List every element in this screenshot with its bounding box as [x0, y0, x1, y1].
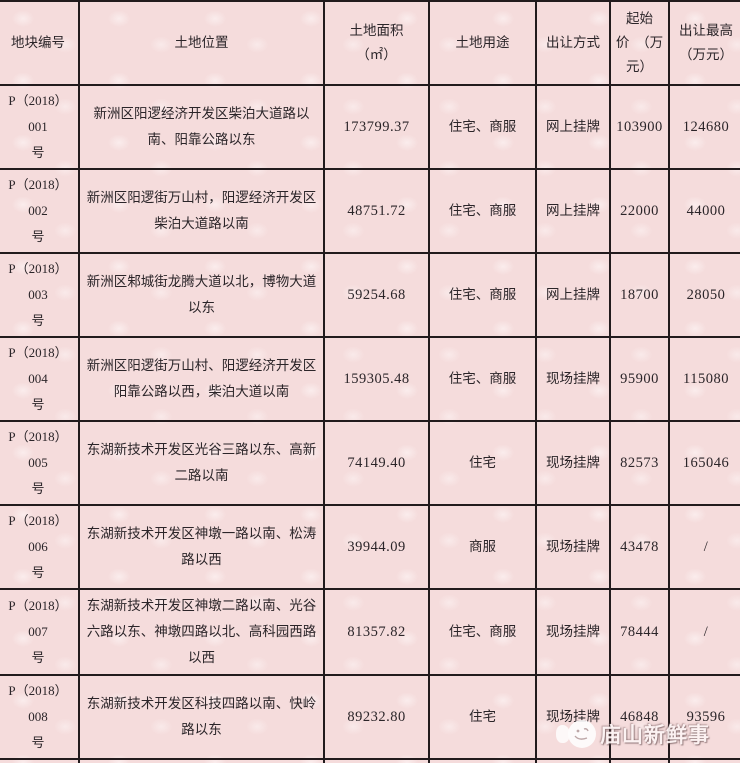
- cell-max-price: 93596: [668, 674, 740, 760]
- cell-area: 39944.09: [323, 504, 430, 590]
- table-row: P（2018）004 号新洲区阳逻街万山村、阳逻经济开发区阳靠公路以西，柴泊大道…: [0, 336, 740, 422]
- cell-start-price: 46848: [609, 674, 670, 760]
- cell-parcel-id: P（2018）004 号: [0, 336, 80, 422]
- header-row: 地块编号 土地位置 土地面积 （㎡） 土地用途 出让方式 起始 价 （万 元） …: [0, 0, 740, 86]
- cell-parcel-id: P（2018）002 号: [0, 168, 80, 254]
- cell-start-price: 78444: [609, 588, 670, 676]
- cell-transfer-method: 网上挂牌: [535, 84, 611, 170]
- column-header-max-price: 出让最高 （万元）: [668, 0, 740, 86]
- cell-max-price: 44000: [668, 168, 740, 254]
- cell-location: 江夏区纸坊街齐心村: [78, 758, 325, 763]
- cell-start-price: 18700: [609, 252, 670, 338]
- cell-area: 159305.48: [323, 336, 430, 422]
- cell-transfer-method: 网上挂牌: [535, 168, 611, 254]
- cell-start-price: 95900: [609, 336, 670, 422]
- table-row: P（2018）002 号新洲区阳逻街万山村，阳逻经济开发区柴泊大道路以南 4875…: [0, 168, 740, 254]
- table-row: P（2018）005 号东湖新技术开发区光谷三路以东、高新二路以南 74149.4…: [0, 420, 740, 506]
- cell-location: 东湖新技术开发区光谷三路以东、高新二路以南: [78, 420, 325, 506]
- cell-start-price: 43478: [609, 504, 670, 590]
- column-header-location: 土地位置: [78, 0, 325, 86]
- cell-max-price: 124680: [668, 84, 740, 170]
- cell-start-price: 103900: [609, 84, 670, 170]
- cell-location: 新洲区邾城街龙腾大道以北，博物大道以东: [78, 252, 325, 338]
- cell-area: 81357.82: [323, 588, 430, 676]
- cell-transfer-method: 现场挂牌: [535, 758, 611, 763]
- cell-start-price: 82573: [609, 420, 670, 506]
- cell-parcel-id: P（2018）005 号: [0, 420, 80, 506]
- cell-parcel-id: P（2018）008 号: [0, 674, 80, 760]
- cell-parcel-id: P（2018）006 号: [0, 504, 80, 590]
- table-row: P（2018）007 号东湖新技术开发区神墩二路以南、光谷六路以东、神墩四路以北…: [0, 588, 740, 676]
- cell-max-price: 28050: [668, 252, 740, 338]
- column-header-transfer-method: 出让方式: [535, 0, 611, 86]
- cell-parcel-id: P（2018）007 号: [0, 588, 80, 676]
- cell-location: 东湖新技术开发区神墩一路以南、松涛路以西: [78, 504, 325, 590]
- cell-transfer-method: 现场挂牌: [535, 336, 611, 422]
- cell-land-use: 住宅、商服: [428, 588, 537, 676]
- cell-max-price: 319290: [668, 758, 740, 763]
- cell-land-use: 住宅、商服: [428, 84, 537, 170]
- column-header-land-use: 土地用途: [428, 0, 537, 86]
- table-body: P（2018）001 号新洲区阳逻经济开发区柴泊大道路以南、阳靠公路以东 1737…: [0, 84, 740, 763]
- table-row: P（2018）003 号新洲区邾城街龙腾大道以北，博物大道以东 59254.68 住…: [0, 252, 740, 338]
- cell-area: 59254.68: [323, 252, 430, 338]
- cell-max-price: /: [668, 504, 740, 590]
- cell-transfer-method: 现场挂牌: [535, 674, 611, 760]
- cell-max-price: 165046: [668, 420, 740, 506]
- cell-land-use: 住宅、商服: [428, 168, 537, 254]
- cell-location: 新洲区阳逻街万山村、阳逻经济开发区阳靠公路以西，柴泊大道以南: [78, 336, 325, 422]
- cell-land-use: 住宅: [428, 420, 537, 506]
- column-header-parcel-id: 地块编号: [0, 0, 80, 86]
- cell-location: 东湖新技术开发区神墩二路以南、光谷六路以东、神墩四路以北、高科园西路以西: [78, 588, 325, 676]
- cell-land-use: 住宅: [428, 674, 537, 760]
- cell-max-price: /: [668, 588, 740, 676]
- table-row: P（2018）001 号新洲区阳逻经济开发区柴泊大道路以南、阳靠公路以东 1737…: [0, 84, 740, 170]
- cell-parcel-id: P（2018）003 号: [0, 252, 80, 338]
- column-header-area: 土地面积 （㎡）: [323, 0, 430, 86]
- table-row: P（2018）006 号东湖新技术开发区神墩一路以南、松涛路以西 39944.09…: [0, 504, 740, 590]
- cell-start-price: 163615: [609, 758, 670, 763]
- cell-land-use: 住宅、商服: [428, 252, 537, 338]
- cell-area: 74149.40: [323, 420, 430, 506]
- cell-transfer-method: 现场挂牌: [535, 420, 611, 506]
- cell-location: 新洲区阳逻街万山村，阳逻经济开发区柴泊大道路以南: [78, 168, 325, 254]
- cell-land-use: 住宅: [428, 758, 537, 763]
- cell-land-use: 商服: [428, 504, 537, 590]
- cell-transfer-method: 现场挂牌: [535, 504, 611, 590]
- cell-area: 173799.37: [323, 84, 430, 170]
- cell-max-price: 115080: [668, 336, 740, 422]
- column-header-start-price: 起始 价 （万 元）: [609, 0, 670, 86]
- cell-parcel-id: P（2018）001 号: [0, 84, 80, 170]
- table-row: P（2018）009 号江夏区纸坊街齐心村111528.14住宅现场挂牌1636…: [0, 758, 740, 763]
- cell-parcel-id: P（2018）009 号: [0, 758, 80, 763]
- cell-land-use: 住宅、商服: [428, 336, 537, 422]
- cell-transfer-method: 网上挂牌: [535, 252, 611, 338]
- cell-location: 新洲区阳逻经济开发区柴泊大道路以南、阳靠公路以东: [78, 84, 325, 170]
- cell-start-price: 22000: [609, 168, 670, 254]
- table-row: P（2018）008 号东湖新技术开发区科技四路以南、快岭路以东 89232.80…: [0, 674, 740, 760]
- cell-location: 东湖新技术开发区科技四路以南、快岭路以东: [78, 674, 325, 760]
- cell-area: 89232.80: [323, 674, 430, 760]
- cell-area: 111528.14: [323, 758, 430, 763]
- cell-transfer-method: 现场挂牌: [535, 588, 611, 676]
- cell-area: 48751.72: [323, 168, 430, 254]
